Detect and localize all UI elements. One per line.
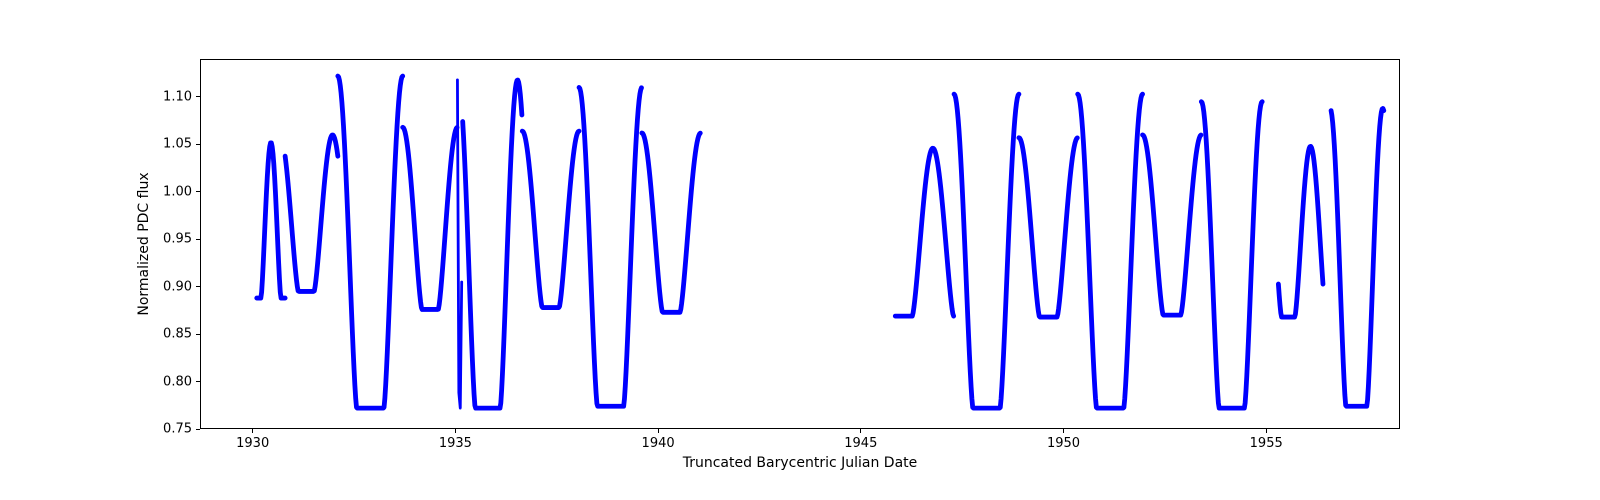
y-tick-label: 0.95 xyxy=(163,232,192,247)
lightcurve-segment xyxy=(257,143,285,298)
lightcurve-segment xyxy=(285,135,338,291)
x-tick xyxy=(1266,429,1267,433)
scatter-plot xyxy=(200,59,1400,429)
lightcurve-segment xyxy=(1019,138,1077,317)
figure: 1930 1935 1940 1945 1950 1955 0.75 0.80 0.85 0.9… xyxy=(0,0,1600,500)
lightcurve-segment xyxy=(579,87,641,406)
x-tick xyxy=(860,429,861,433)
y-tick xyxy=(196,286,200,287)
lightcurve-segment xyxy=(522,131,579,307)
x-tick-label: 1940 xyxy=(642,436,675,451)
x-tick xyxy=(455,429,456,433)
y-tick-label: 0.85 xyxy=(163,327,192,342)
plot-axes xyxy=(200,59,1400,429)
y-tick xyxy=(196,239,200,240)
x-tick-label: 1945 xyxy=(844,436,877,451)
y-tick xyxy=(196,429,200,430)
y-tick-label: 0.75 xyxy=(163,422,192,437)
lightcurve-segment xyxy=(403,127,457,309)
lightcurve-segment xyxy=(338,76,403,408)
x-tick-label: 1930 xyxy=(236,436,269,451)
lightcurve-segment xyxy=(1331,108,1384,406)
lightcurve-segment xyxy=(895,148,953,316)
y-tick xyxy=(196,96,200,97)
y-tick-label: 1.05 xyxy=(163,137,192,152)
y-tick xyxy=(196,381,200,382)
y-tick-label: 1.00 xyxy=(163,184,192,199)
lightcurve-segment xyxy=(1278,146,1323,317)
x-tick xyxy=(1063,429,1064,433)
x-tick-label: 1950 xyxy=(1047,436,1080,451)
y-tick-label: 0.90 xyxy=(163,279,192,294)
y-tick xyxy=(196,334,200,335)
y-tick-label: 0.80 xyxy=(163,374,192,389)
lightcurve-segment xyxy=(1201,102,1262,408)
x-axis-label: Truncated Barycentric Julian Date xyxy=(683,455,918,471)
lightcurve-segment xyxy=(642,133,700,312)
x-tick xyxy=(658,429,659,433)
y-axis-label: Normalized PDC flux xyxy=(136,172,152,315)
x-tick-label: 1935 xyxy=(439,436,472,451)
x-tick-label: 1955 xyxy=(1250,436,1283,451)
y-tick xyxy=(196,144,200,145)
lightcurve-segment xyxy=(1143,135,1201,315)
x-tick xyxy=(252,429,253,433)
y-tick xyxy=(196,191,200,192)
lightcurve-segment xyxy=(954,94,1019,408)
lightcurve-segment xyxy=(1078,94,1143,408)
lightcurve-segment xyxy=(463,80,522,408)
y-tick-label: 1.10 xyxy=(163,89,192,104)
